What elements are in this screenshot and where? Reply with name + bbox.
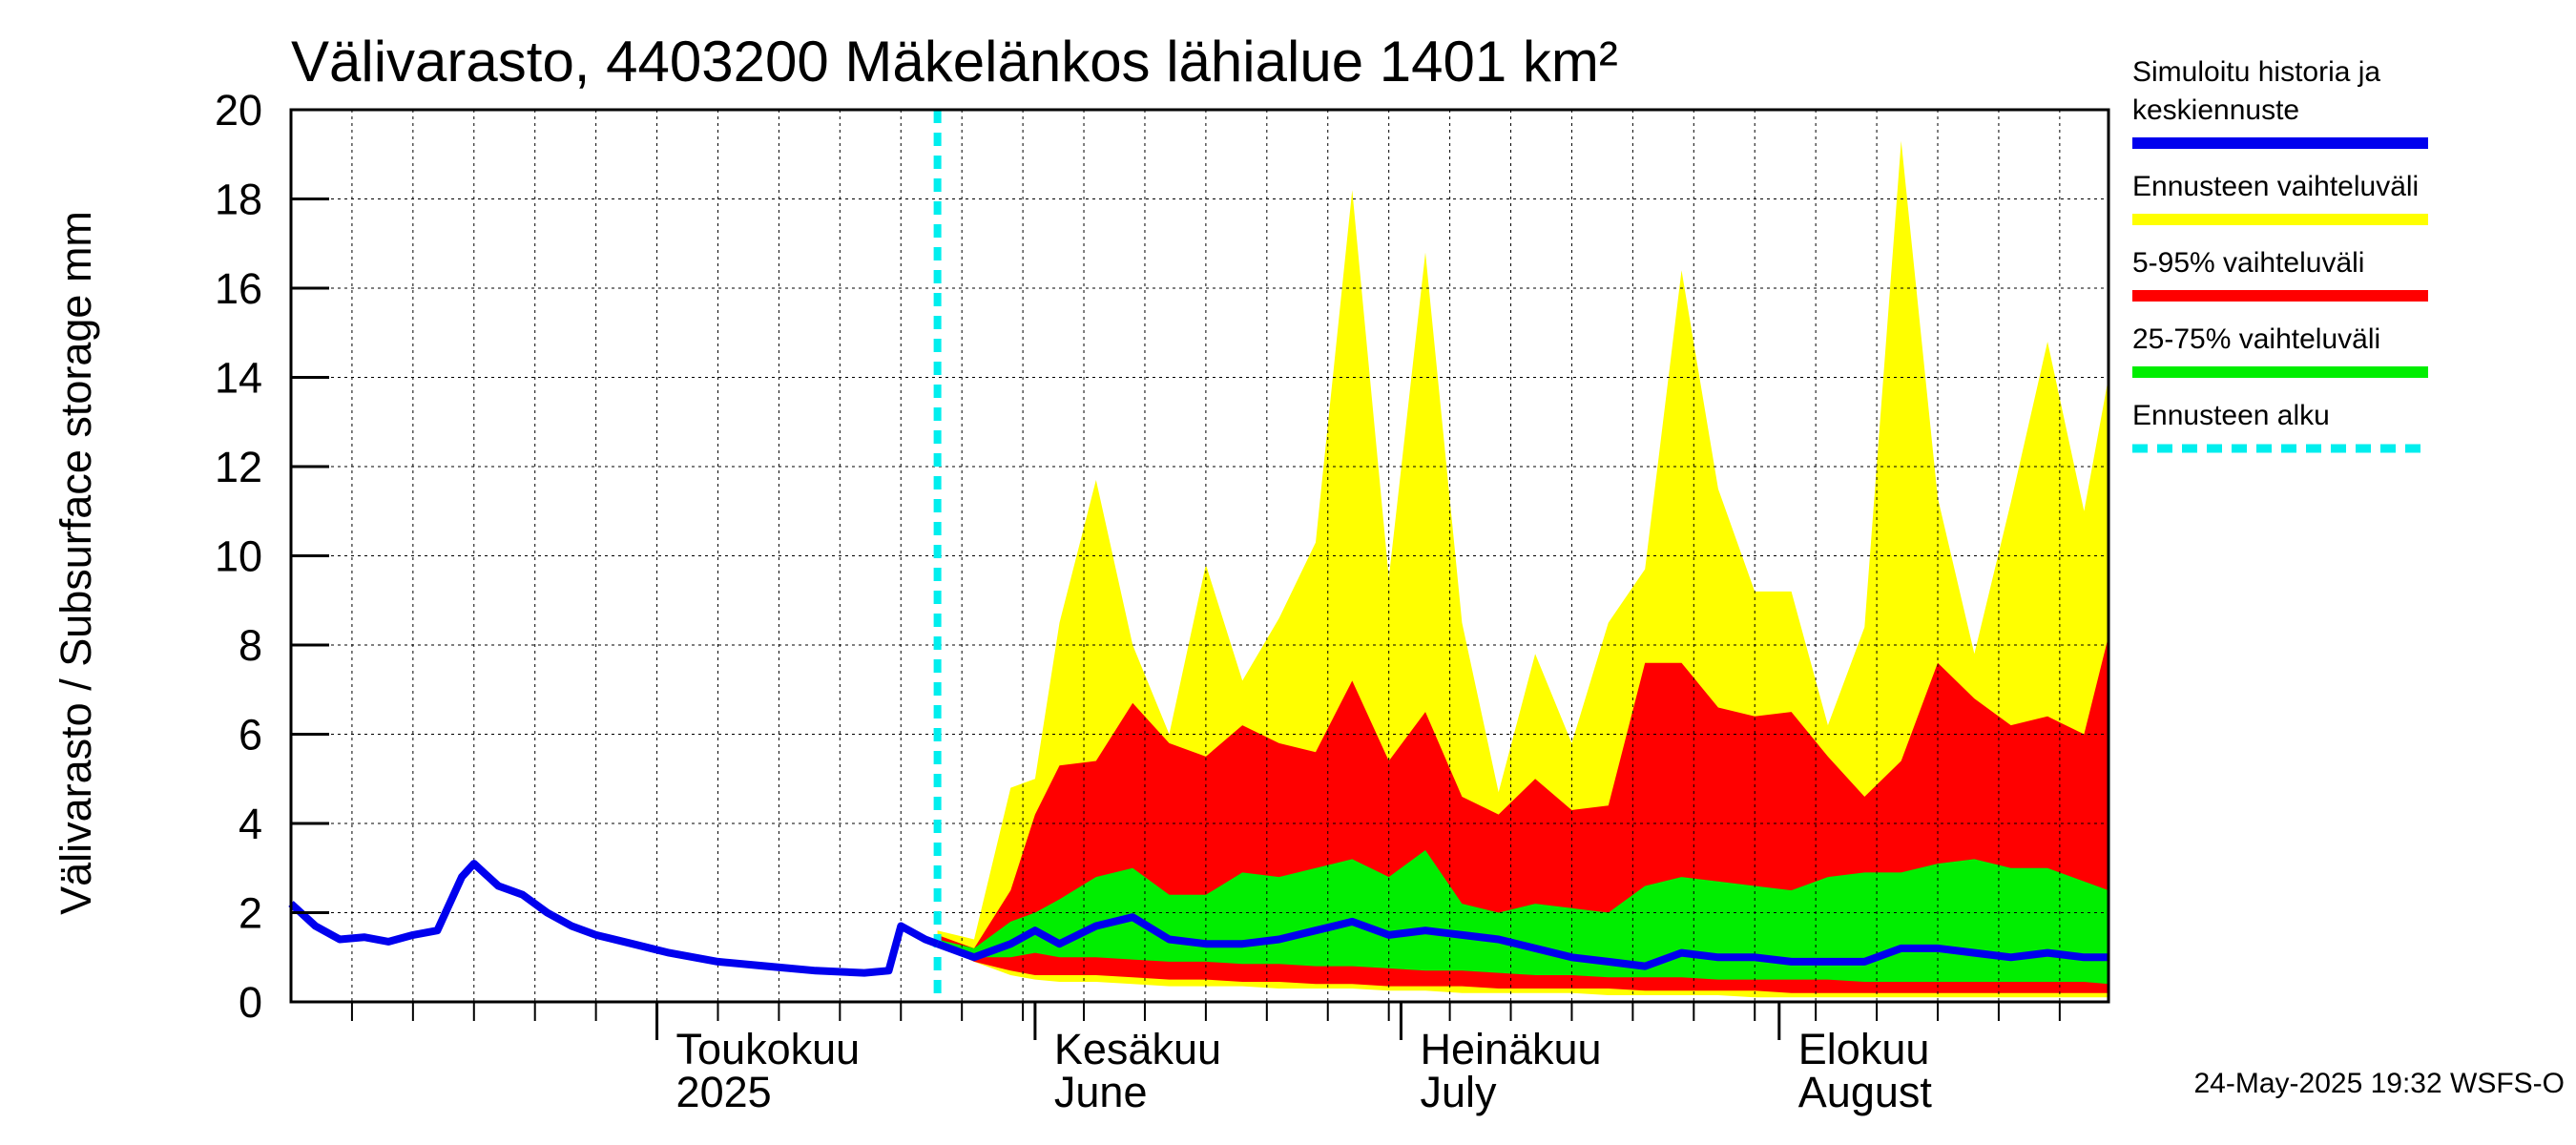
series-lines bbox=[288, 110, 2109, 1002]
chart-title: Välivarasto, 4403200 Mäkelänkos lähialue… bbox=[291, 30, 1618, 94]
grid bbox=[291, 109, 2109, 1002]
x-month-sublabel: 2025 bbox=[676, 1068, 772, 1116]
timestamp: 24-May-2025 19:32 WSFS-O bbox=[2194, 1068, 2566, 1099]
x-month-sublabel: July bbox=[1420, 1068, 1497, 1116]
y-tick-label: 16 bbox=[215, 264, 262, 313]
legend: Simuloitu historia ja keskiennuste Ennuste… bbox=[2132, 56, 2428, 453]
x-month-sublabel: August bbox=[1798, 1068, 1933, 1116]
y-tick-label: 6 bbox=[239, 711, 262, 760]
x-month-label: Toukokuu bbox=[676, 1025, 861, 1073]
band-25-75 bbox=[937, 850, 2109, 985]
legend-label: Simuloitu historia ja bbox=[2132, 56, 2380, 88]
x-month-label: Elokuu bbox=[1798, 1025, 1930, 1073]
y-tick-label: 4 bbox=[239, 800, 262, 848]
legend-label: keskiennuste bbox=[2132, 94, 2299, 126]
history-line bbox=[288, 860, 939, 977]
median-forecast-line bbox=[936, 913, 2109, 970]
y-tick-label: 0 bbox=[239, 978, 262, 1027]
y-tick-label: 12 bbox=[215, 443, 262, 491]
x-month-label: Kesäkuu bbox=[1054, 1025, 1221, 1073]
y-tick-label: 8 bbox=[239, 621, 262, 670]
y-tick-label: 18 bbox=[215, 176, 262, 224]
x-month-label: Heinäkuu bbox=[1420, 1025, 1601, 1073]
y-axis-label: Välivarasto / Subsurface storage mm bbox=[52, 211, 100, 915]
x-month-sublabel: June bbox=[1054, 1068, 1148, 1116]
forecast-bands bbox=[937, 140, 2109, 998]
y-tick-label: 10 bbox=[215, 532, 262, 581]
legend-label: Ennusteen alku bbox=[2132, 400, 2330, 431]
y-tick-label: 14 bbox=[215, 354, 262, 403]
legend-label: 25-75% vaihteluväli bbox=[2132, 323, 2380, 355]
legend-label: Ennusteen vaihteluväli bbox=[2132, 171, 2419, 202]
legend-label: 5-95% vaihteluväli bbox=[2132, 247, 2364, 279]
y-tick-label: 20 bbox=[215, 86, 262, 135]
y-tick-label: 2 bbox=[239, 889, 262, 938]
